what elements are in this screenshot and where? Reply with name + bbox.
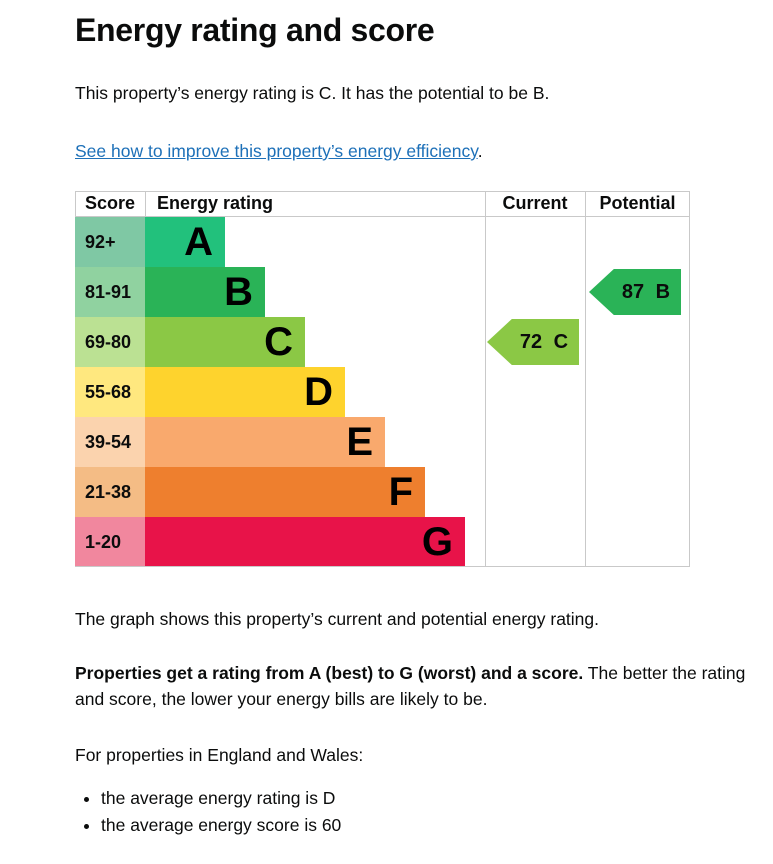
column-header-current: Current — [502, 193, 568, 213]
potential-rating-label: 87 B — [621, 280, 671, 303]
band-row: 21-38 F — [75, 467, 465, 517]
improve-link-line: See how to improve this property’s energ… — [75, 138, 755, 164]
band-bar: G — [145, 517, 465, 567]
score-range: 39-54 — [75, 417, 145, 467]
band-row: 55-68 D — [75, 367, 465, 417]
rating-explanation: Properties get a rating from A (best) to… — [75, 660, 755, 712]
band-letter: E — [346, 420, 373, 464]
chart-caption: The graph shows this property’s current … — [75, 609, 600, 629]
chart-header-divider — [75, 216, 690, 217]
band-row: 81-91 B — [75, 267, 465, 317]
chart-border-top — [75, 191, 690, 192]
score-range: 69-80 — [75, 317, 145, 367]
band-row: 92+ A — [75, 217, 465, 267]
link-suffix: . — [477, 141, 483, 161]
chart-border-left — [75, 191, 76, 217]
column-header-rating: Energy rating — [157, 193, 274, 213]
chart-border-bottom — [75, 566, 690, 567]
current-rating-label: 72 C — [519, 330, 569, 353]
score-range: 1-20 — [75, 517, 145, 567]
score-range: 81-91 — [75, 267, 145, 317]
fact-average-rating: the average energy rating is D — [101, 785, 755, 812]
rating-explanation-rest: The better the rating and score, the low… — [75, 663, 746, 709]
band-bar: C — [145, 317, 305, 367]
band-rows: 92+ A 81-91 B 69-80 C 55-68 D 39-54 E 21… — [75, 217, 465, 567]
current-column-divider — [485, 191, 486, 567]
score-range: 21-38 — [75, 467, 145, 517]
column-header-score: Score — [85, 193, 136, 213]
chart-border-right — [689, 191, 690, 567]
band-bar: E — [145, 417, 385, 467]
page-title: Energy rating and score — [75, 12, 435, 48]
band-letter: A — [184, 220, 213, 264]
band-letter: B — [224, 270, 253, 314]
region-heading: For properties in England and Wales: — [75, 745, 364, 765]
potential-rating-marker: 87 B — [589, 269, 681, 315]
improve-efficiency-link[interactable]: See how to improve this property’s energ… — [75, 141, 478, 161]
band-letter: C — [264, 320, 293, 364]
energy-rating-chart: Score Energy rating Current Potential 92… — [75, 191, 690, 567]
current-rating-marker: 72 C — [487, 319, 579, 365]
region-facts-list: the average energy rating is D the avera… — [75, 785, 755, 839]
band-row: 39-54 E — [75, 417, 465, 467]
band-letter: G — [421, 520, 453, 564]
band-bar: A — [145, 217, 225, 267]
band-row: 1-20 G — [75, 517, 465, 567]
column-header-potential: Potential — [599, 193, 676, 213]
page: Energy rating and score This property’s … — [0, 0, 773, 839]
chart-header-row: Score Energy rating Current Potential — [75, 191, 690, 217]
potential-column-divider — [585, 191, 586, 567]
score-range: 55-68 — [75, 367, 145, 417]
score-column-divider — [145, 191, 146, 217]
rating-explanation-bold: Properties get a rating from A (best) to… — [75, 663, 584, 683]
score-range: 92+ — [75, 217, 145, 267]
intro-text: This property’s energy rating is C. It h… — [75, 83, 550, 103]
band-letter: F — [388, 470, 413, 514]
band-row: 69-80 C — [75, 317, 465, 367]
band-bar: F — [145, 467, 425, 517]
fact-average-score: the average energy score is 60 — [101, 812, 755, 839]
band-bar: B — [145, 267, 265, 317]
band-letter: D — [304, 370, 333, 414]
band-bar: D — [145, 367, 345, 417]
